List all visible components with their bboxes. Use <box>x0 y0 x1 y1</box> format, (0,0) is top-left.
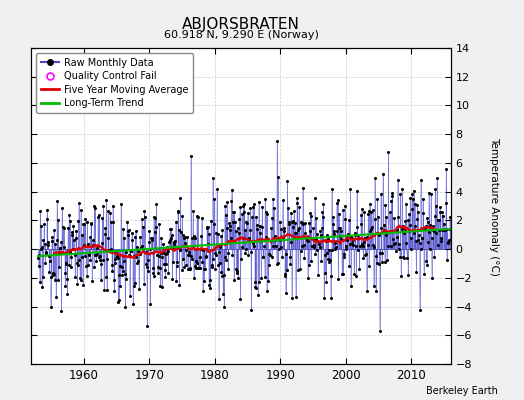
Legend: Raw Monthly Data, Quality Control Fail, Five Year Moving Average, Long-Term Tren: Raw Monthly Data, Quality Control Fail, … <box>36 53 193 113</box>
Text: Berkeley Earth: Berkeley Earth <box>426 386 498 396</box>
Y-axis label: Temperature Anomaly (°C): Temperature Anomaly (°C) <box>489 136 499 276</box>
Text: 60.918 N, 9.290 E (Norway): 60.918 N, 9.290 E (Norway) <box>163 30 319 40</box>
Title: ABJORSBRATEN: ABJORSBRATEN <box>182 16 300 32</box>
